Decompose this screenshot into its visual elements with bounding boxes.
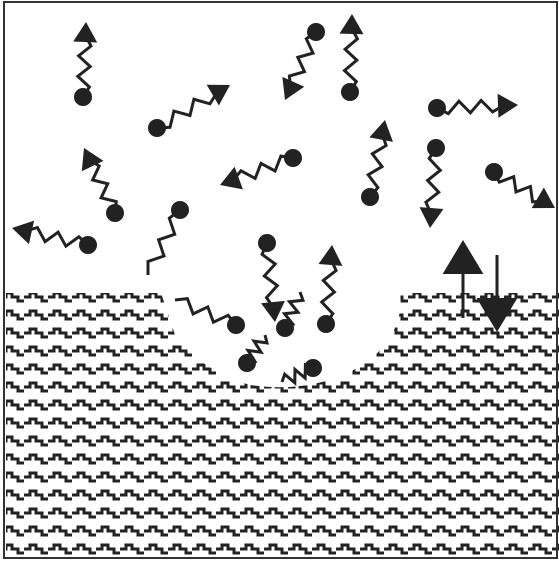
arrow-head xyxy=(497,93,518,118)
tail xyxy=(319,258,338,325)
arrow-head xyxy=(442,240,484,274)
arrow-head xyxy=(73,22,98,43)
head xyxy=(79,236,97,254)
tail xyxy=(146,208,181,275)
molecules xyxy=(12,14,555,387)
head xyxy=(171,201,189,219)
head xyxy=(106,204,124,222)
tail xyxy=(260,242,280,309)
arrow-head xyxy=(220,166,243,190)
arrow-head xyxy=(339,14,364,35)
tail xyxy=(25,225,90,249)
tail xyxy=(424,147,443,215)
head xyxy=(317,315,335,333)
tail xyxy=(156,91,219,130)
tail xyxy=(231,154,294,182)
arrow-head xyxy=(282,76,305,100)
arrow-head xyxy=(81,148,104,172)
tail xyxy=(492,171,545,204)
head xyxy=(304,359,322,377)
head xyxy=(485,163,503,181)
head xyxy=(307,23,325,41)
arrow-head xyxy=(476,298,518,332)
head xyxy=(427,139,445,157)
head xyxy=(227,316,245,334)
tail xyxy=(342,27,360,93)
arrow-head xyxy=(318,245,343,266)
arrow-head xyxy=(369,120,393,142)
arrow-head xyxy=(419,207,444,228)
head xyxy=(284,149,302,167)
head xyxy=(238,354,256,372)
tail xyxy=(287,30,317,88)
micelle-cavity xyxy=(160,287,401,388)
head xyxy=(276,319,294,337)
head xyxy=(74,88,92,106)
arrow-head xyxy=(531,187,555,209)
head xyxy=(148,119,166,137)
head xyxy=(361,188,379,206)
head xyxy=(341,83,359,101)
tail xyxy=(365,133,388,198)
frame xyxy=(3,1,558,559)
tail xyxy=(174,296,238,326)
arrow-head xyxy=(261,300,285,322)
tail xyxy=(75,34,93,98)
head xyxy=(428,99,446,117)
arrow-head xyxy=(206,84,230,106)
head xyxy=(258,234,276,252)
tail xyxy=(88,158,118,214)
tail xyxy=(436,98,505,116)
arrow-head xyxy=(12,220,35,245)
